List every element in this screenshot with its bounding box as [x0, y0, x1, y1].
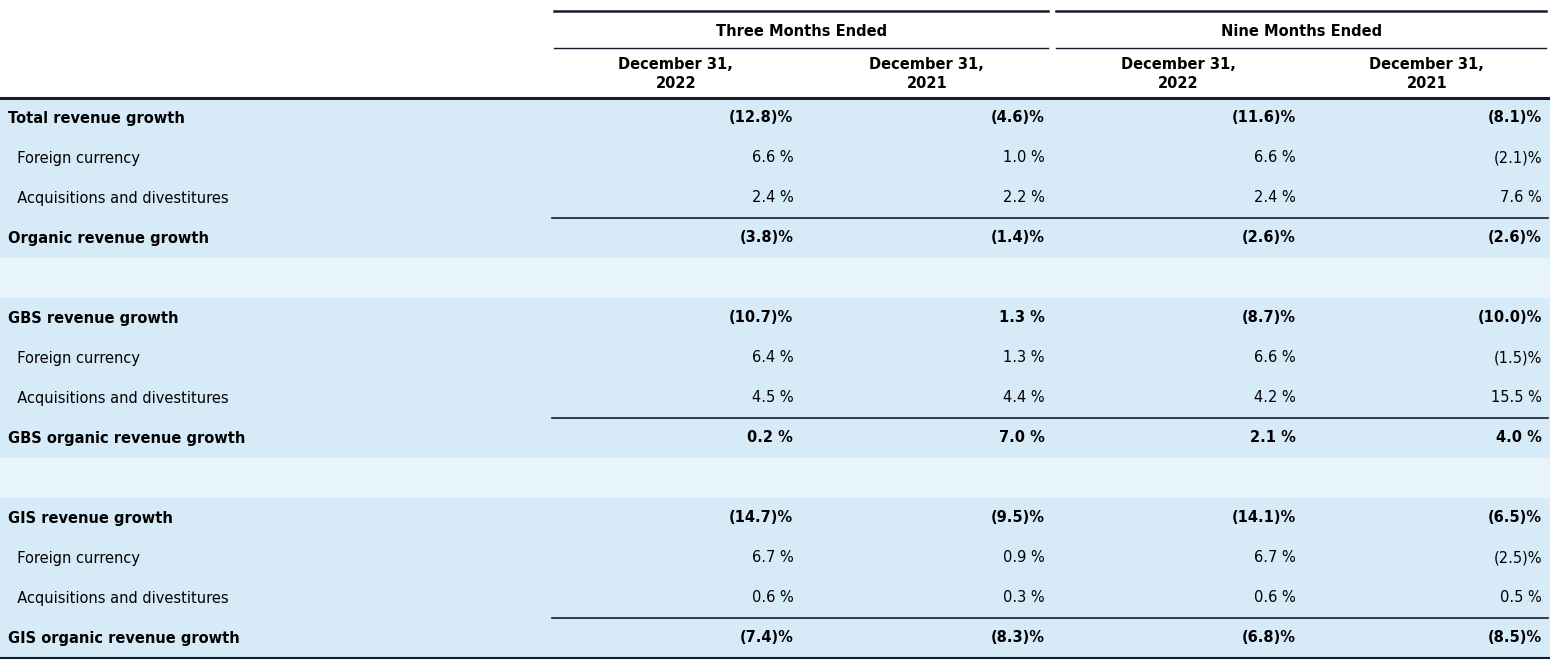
Text: December 31,
2022: December 31, 2022: [618, 56, 733, 91]
Text: (14.7)%: (14.7)%: [728, 510, 794, 526]
Text: (10.0)%: (10.0)%: [1477, 310, 1542, 326]
Text: GIS revenue growth: GIS revenue growth: [8, 510, 174, 526]
Text: (8.1)%: (8.1)%: [1488, 111, 1542, 126]
Text: (14.1)%: (14.1)%: [1231, 510, 1296, 526]
Bar: [0, 498, 1550, 538]
Text: 6.6 %: 6.6 %: [1254, 150, 1296, 166]
Text: (1.4)%: (1.4)%: [990, 230, 1045, 246]
Bar: [0, 258, 1550, 298]
Bar: [0, 98, 1550, 138]
Text: (11.6)%: (11.6)%: [1231, 111, 1296, 126]
Text: 6.7 %: 6.7 %: [1254, 551, 1296, 565]
Text: 1.3 %: 1.3 %: [998, 310, 1045, 326]
Text: GBS revenue growth: GBS revenue growth: [8, 310, 178, 326]
Bar: [0, 538, 1550, 578]
Text: 0.2 %: 0.2 %: [747, 430, 794, 446]
Bar: [0, 218, 1550, 258]
Text: Acquisitions and divestitures: Acquisitions and divestitures: [8, 391, 229, 406]
Text: 0.3 %: 0.3 %: [1003, 591, 1045, 606]
Text: 4.4 %: 4.4 %: [1003, 391, 1045, 406]
Text: Foreign currency: Foreign currency: [8, 551, 140, 565]
Text: (7.4)%: (7.4)%: [739, 630, 794, 645]
Text: 2.2 %: 2.2 %: [1003, 191, 1045, 205]
Text: Three Months Ended: Three Months Ended: [716, 23, 887, 38]
Text: 4.2 %: 4.2 %: [1254, 391, 1296, 406]
Text: 4.0 %: 4.0 %: [1496, 430, 1542, 446]
Text: 0.6 %: 0.6 %: [752, 591, 794, 606]
Text: (8.3)%: (8.3)%: [990, 630, 1045, 645]
Text: 1.0 %: 1.0 %: [1003, 150, 1045, 166]
Text: Organic revenue growth: Organic revenue growth: [8, 230, 209, 246]
Text: 0.5 %: 0.5 %: [1500, 591, 1542, 606]
Text: (6.8)%: (6.8)%: [1242, 630, 1296, 645]
Text: Foreign currency: Foreign currency: [8, 150, 140, 166]
Bar: [0, 418, 1550, 458]
Text: 2.4 %: 2.4 %: [1254, 191, 1296, 205]
Text: (2.6)%: (2.6)%: [1488, 230, 1542, 246]
Text: (2.1)%: (2.1)%: [1494, 150, 1542, 166]
Text: (2.6)%: (2.6)%: [1242, 230, 1296, 246]
Text: 4.5 %: 4.5 %: [752, 391, 794, 406]
Text: 6.6 %: 6.6 %: [1254, 350, 1296, 365]
Text: 6.7 %: 6.7 %: [752, 551, 794, 565]
Text: GIS organic revenue growth: GIS organic revenue growth: [8, 630, 240, 645]
Bar: [0, 338, 1550, 378]
Text: (8.7)%: (8.7)%: [1242, 310, 1296, 326]
Text: (2.5)%: (2.5)%: [1494, 551, 1542, 565]
Text: 7.0 %: 7.0 %: [998, 430, 1045, 446]
Bar: [0, 298, 1550, 338]
Text: 2.4 %: 2.4 %: [752, 191, 794, 205]
Text: 0.6 %: 0.6 %: [1254, 591, 1296, 606]
Text: 1.3 %: 1.3 %: [1003, 350, 1045, 365]
Text: (8.5)%: (8.5)%: [1488, 630, 1542, 645]
Text: (10.7)%: (10.7)%: [728, 310, 794, 326]
Bar: [0, 578, 1550, 618]
Text: (4.6)%: (4.6)%: [990, 111, 1045, 126]
Bar: [0, 618, 1550, 658]
Text: (9.5)%: (9.5)%: [990, 510, 1045, 526]
Text: December 31,
2021: December 31, 2021: [1369, 56, 1485, 91]
Text: Total revenue growth: Total revenue growth: [8, 111, 184, 126]
Bar: [0, 138, 1550, 178]
Text: (1.5)%: (1.5)%: [1494, 350, 1542, 365]
Bar: [0, 378, 1550, 418]
Text: December 31,
2021: December 31, 2021: [870, 56, 984, 91]
Text: (3.8)%: (3.8)%: [739, 230, 794, 246]
Text: 2.1 %: 2.1 %: [1249, 430, 1296, 446]
Text: Foreign currency: Foreign currency: [8, 350, 140, 365]
Text: (6.5)%: (6.5)%: [1488, 510, 1542, 526]
Text: (12.8)%: (12.8)%: [728, 111, 794, 126]
Bar: [0, 458, 1550, 498]
Text: 7.6 %: 7.6 %: [1500, 191, 1542, 205]
Text: 6.4 %: 6.4 %: [752, 350, 794, 365]
Text: 0.9 %: 0.9 %: [1003, 551, 1045, 565]
Text: December 31,
2022: December 31, 2022: [1121, 56, 1235, 91]
Text: GBS organic revenue growth: GBS organic revenue growth: [8, 430, 245, 446]
Text: Acquisitions and divestitures: Acquisitions and divestitures: [8, 591, 229, 606]
Bar: [0, 178, 1550, 218]
Text: 15.5 %: 15.5 %: [1491, 391, 1542, 406]
Text: Acquisitions and divestitures: Acquisitions and divestitures: [8, 191, 229, 205]
Text: Nine Months Ended: Nine Months Ended: [1221, 23, 1381, 38]
Text: 6.6 %: 6.6 %: [752, 150, 794, 166]
